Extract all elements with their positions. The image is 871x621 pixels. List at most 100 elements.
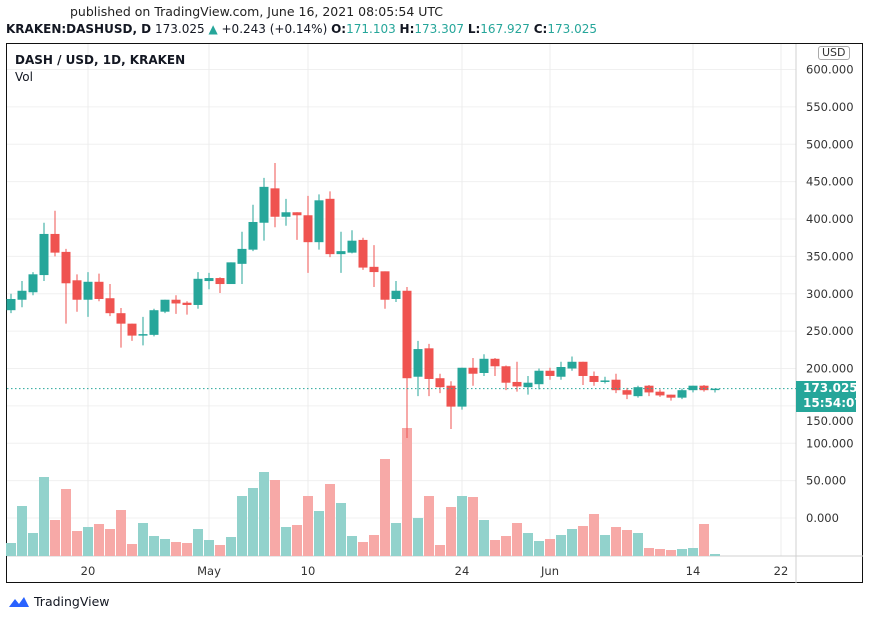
candle-body — [94, 281, 104, 299]
high-value: 173.307 — [414, 22, 465, 36]
volume-bar — [292, 525, 302, 556]
chart-frame[interactable] — [6, 43, 863, 583]
volume-bar — [215, 545, 225, 556]
volume-bar — [237, 496, 247, 556]
candle-body — [501, 366, 511, 383]
bar-countdown: 15:54:07 — [803, 396, 863, 410]
candle-body — [710, 388, 720, 391]
last-price: 173.025 — [154, 22, 205, 36]
candle-body — [523, 382, 533, 388]
candle-body — [611, 379, 621, 391]
x-tick-label: 14 — [686, 564, 701, 578]
candle-body — [127, 323, 137, 336]
candle-body — [182, 302, 192, 305]
volume-bar — [105, 529, 115, 556]
volume-bar — [358, 542, 368, 556]
candle-body — [490, 358, 500, 367]
candle-body — [215, 278, 225, 285]
y-tick-label: 250.000 — [806, 324, 854, 338]
candle-body — [380, 271, 390, 300]
volume-bar — [28, 533, 38, 556]
published-note: published on TradingView.com, June 16, 2… — [70, 4, 444, 19]
candle-body — [138, 334, 148, 336]
volume-bar — [116, 510, 126, 556]
candle-body — [149, 310, 159, 335]
volume-bar — [468, 497, 478, 556]
volume-bar — [94, 524, 104, 556]
candle-body — [666, 394, 676, 398]
symbol: KRAKEN:DASHUSD, D — [6, 22, 152, 36]
candle-body — [688, 385, 698, 391]
volume-bar — [578, 526, 588, 556]
y-tick-label: 50.000 — [806, 474, 846, 488]
candle-body — [325, 198, 335, 255]
candle-body — [204, 278, 214, 282]
volume-bar — [61, 489, 71, 556]
volume-bar — [171, 542, 181, 556]
volume-bar — [666, 550, 676, 556]
x-tick-label: 22 — [774, 564, 789, 578]
candle-body — [292, 212, 302, 216]
y-tick-label: 300.000 — [806, 287, 854, 301]
volume-bar — [688, 548, 698, 556]
volume-bar — [589, 514, 599, 556]
volume-bar — [369, 535, 379, 556]
x-tick-label: 10 — [301, 564, 316, 578]
x-tick-label: 24 — [455, 564, 470, 578]
volume-bar — [446, 507, 456, 556]
up-arrow-icon: ▲ — [208, 22, 218, 36]
open-value: 171.103 — [346, 22, 396, 36]
volume-bar — [501, 536, 511, 556]
candle-body — [116, 313, 126, 324]
candle-body — [457, 367, 467, 407]
currency-button[interactable]: USD — [818, 46, 850, 60]
last-price-tag-value: 173.025 — [803, 381, 858, 395]
candle-body — [468, 367, 478, 374]
volume-bar — [556, 535, 566, 556]
volume-bar — [83, 527, 93, 556]
candle-body — [72, 280, 82, 300]
volume-label: Vol — [15, 70, 33, 84]
volume-bar — [391, 523, 401, 556]
volume-bar — [523, 533, 533, 556]
candle-body — [633, 387, 643, 397]
candle-body — [446, 385, 456, 407]
volume-bar — [39, 477, 49, 556]
candle-body — [336, 251, 346, 255]
x-tick-label: May — [197, 564, 221, 578]
candle-body — [402, 290, 412, 379]
volume-bar — [413, 518, 423, 556]
volume-bar — [270, 480, 280, 556]
volume-bar — [50, 520, 60, 556]
volume-bar — [479, 520, 489, 556]
candle-body — [61, 251, 71, 284]
candle-body — [105, 298, 115, 314]
candle-body — [226, 262, 236, 285]
last-price-tag: 173.025 15:54:07 — [796, 381, 863, 412]
volume-bar — [435, 545, 445, 556]
volume-bar — [314, 511, 324, 556]
series-title: DASH / USD, 1D, KRAKEN — [15, 53, 186, 67]
candle-body — [644, 385, 654, 393]
volume-bar — [567, 529, 577, 556]
candle-body — [589, 375, 599, 382]
volume-bar — [512, 523, 522, 556]
volume-bar — [182, 543, 192, 556]
y-tick-label: 150.000 — [806, 414, 854, 428]
volume-bar — [457, 496, 467, 556]
volume-bar — [545, 539, 555, 556]
candle-body — [270, 188, 280, 217]
candle-body — [413, 349, 423, 377]
candle-body — [6, 298, 16, 311]
volume-bar — [424, 496, 434, 556]
volume-bar — [677, 549, 687, 556]
tradingview-logo[interactable]: TradingView — [8, 594, 110, 609]
volume-bar — [490, 540, 500, 556]
y-tick-label: 350.000 — [806, 249, 854, 263]
candle-body — [677, 390, 687, 398]
candle-body — [545, 370, 555, 376]
y-tick-label: 550.000 — [806, 100, 854, 114]
volume-bar — [655, 549, 665, 556]
volume-bar — [710, 554, 720, 556]
